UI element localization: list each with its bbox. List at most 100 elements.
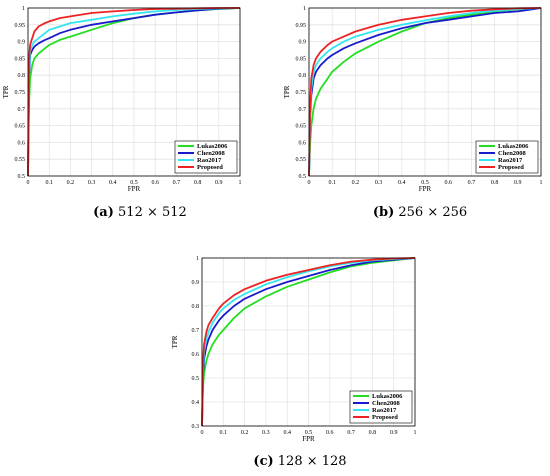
y-tick-label: 1 (303, 6, 306, 12)
y-tick-label: 1 (22, 6, 25, 12)
y-tick-label: 0.7 (18, 107, 26, 113)
legend-label: Proposed (197, 164, 223, 171)
x-tick-label: 0 (27, 180, 30, 186)
x-tick-label: 0.3 (375, 180, 383, 186)
x-tick-label: 0.9 (390, 430, 398, 436)
x-tick-label: 0.3 (262, 430, 270, 436)
y-tick-label: 0.65 (15, 124, 26, 130)
legend-label: Rao2017 (498, 157, 523, 164)
legend-label: Chen2008 (197, 150, 226, 157)
x-tick-label: 1 (414, 430, 417, 436)
y-tick-label: 0.55 (15, 157, 26, 163)
y-tick-label: 0.7 (192, 328, 200, 334)
y-tick-label: 0.6 (18, 140, 26, 146)
y-tick-label: 0.55 (296, 157, 307, 163)
legend-label: Proposed (372, 414, 398, 421)
x-tick-label: 0.4 (283, 430, 291, 436)
caption-letter: (b) (372, 205, 395, 220)
x-tick-label: 0.5 (130, 180, 138, 186)
series-line-proposed (201, 257, 416, 427)
x-tick-label: 0.1 (45, 180, 53, 186)
legend-label: Chen2008 (498, 150, 527, 157)
caption-512: (a) 512 × 512 (40, 205, 240, 220)
series-line-chen2008 (308, 7, 542, 177)
axes-frame (201, 257, 416, 427)
legend-label: Lukas2006 (197, 143, 228, 150)
series-line-rao2017 (308, 7, 542, 177)
y-tick-label: 0.5 (192, 376, 200, 382)
x-axis-label: FPR (128, 185, 141, 193)
x-tick-label: 0.7 (347, 430, 355, 436)
series-line-rao2017 (27, 7, 241, 177)
x-tick-label: 0.2 (352, 180, 360, 186)
y-tick-label: 0.6 (192, 352, 200, 358)
series-line-chen2008 (27, 7, 241, 177)
y-tick-label: 0.7 (299, 107, 307, 113)
y-tick-label: 0.3 (192, 424, 200, 430)
y-tick-label: 0.5 (299, 174, 307, 180)
caption-size: 512 × 512 (118, 205, 187, 220)
y-tick-label: 0.6 (299, 140, 307, 146)
axes-frame (27, 7, 241, 177)
x-tick-label: 0 (308, 180, 311, 186)
x-tick-label: 0.3 (88, 180, 96, 186)
x-tick-label: 0.6 (151, 180, 159, 186)
series-line-rao2017 (201, 257, 416, 427)
x-tick-label: 0.9 (215, 180, 223, 186)
y-axis-label: TPR (2, 85, 10, 98)
x-tick-label: 0.6 (444, 180, 452, 186)
x-tick-label: 1 (540, 180, 543, 186)
y-tick-label: 0.9 (192, 280, 200, 286)
series-line-proposed (27, 7, 240, 177)
x-tick-label: 0.4 (109, 180, 117, 186)
x-tick-label: 0.5 (305, 430, 313, 436)
roc-chart-512: 0 0.1 0.2 0.3 0.4 0.5 0.6 0.7 0.8 0.9 1 0.5 0.55 0.6 0… (2, 6, 242, 193)
y-tick-label: 0.9 (18, 40, 26, 46)
y-tick-label: 0.95 (296, 23, 307, 29)
axes-frame (308, 7, 542, 177)
x-tick-label: 0.8 (491, 180, 499, 186)
y-tick-label: 0.8 (299, 73, 307, 79)
legend-label: Proposed (498, 164, 524, 171)
x-tick-label: 0.2 (241, 430, 249, 436)
series-line-proposed (308, 7, 542, 177)
y-tick-label: 0.8 (192, 304, 200, 310)
caption-256: (b) 256 × 256 (320, 205, 520, 220)
y-tick-label: 0.9 (299, 40, 307, 46)
y-tick-label: 0.75 (296, 90, 307, 96)
caption-letter: (c) (253, 454, 274, 469)
y-tick-label: 0.75 (15, 90, 26, 96)
x-tick-label: 1 (239, 180, 242, 186)
y-tick-label: 0.8 (18, 73, 26, 79)
x-axis-label: FPR (302, 435, 315, 443)
x-tick-label: 0.6 (326, 430, 334, 436)
x-tick-label: 0.1 (220, 430, 228, 436)
roc-chart-256: 0 0.1 0.2 0.3 0.4 0.5 0.6 0.7 0.8 0.9 1 0.5 0.55 0.6 0… (283, 6, 543, 193)
x-tick-label: 0.5 (421, 180, 429, 186)
caption-letter: (a) (93, 205, 114, 220)
y-tick-label: 0.85 (15, 56, 26, 62)
series-line-chen2008 (201, 257, 416, 427)
y-tick-label: 0.85 (296, 56, 307, 62)
x-tick-label: 0.8 (369, 430, 377, 436)
legend-label: Lukas2006 (372, 393, 403, 400)
x-axis-label: FPR (419, 185, 432, 193)
y-tick-label: 0.4 (192, 400, 200, 406)
x-tick-label: 0.7 (468, 180, 476, 186)
legend-label: Lukas2006 (498, 143, 529, 150)
x-tick-label: 0 (201, 430, 204, 436)
y-tick-label: 0.65 (296, 124, 307, 130)
x-tick-label: 0.7 (173, 180, 181, 186)
y-tick-label: 0.95 (15, 23, 26, 29)
series-line-lukas2006 (201, 257, 416, 427)
y-axis-label: TPR (283, 85, 291, 98)
caption-size: 128 × 128 (277, 454, 347, 469)
x-tick-label: 0.8 (194, 180, 202, 186)
series-line-lukas2006 (308, 7, 542, 177)
x-tick-label: 0.2 (67, 180, 75, 186)
caption-size: 256 × 256 (398, 205, 468, 220)
x-tick-label: 0.4 (398, 180, 406, 186)
x-tick-label: 0.1 (328, 180, 336, 186)
y-tick-label: 1 (196, 256, 199, 262)
caption-128: (c) 128 × 128 (200, 454, 400, 469)
